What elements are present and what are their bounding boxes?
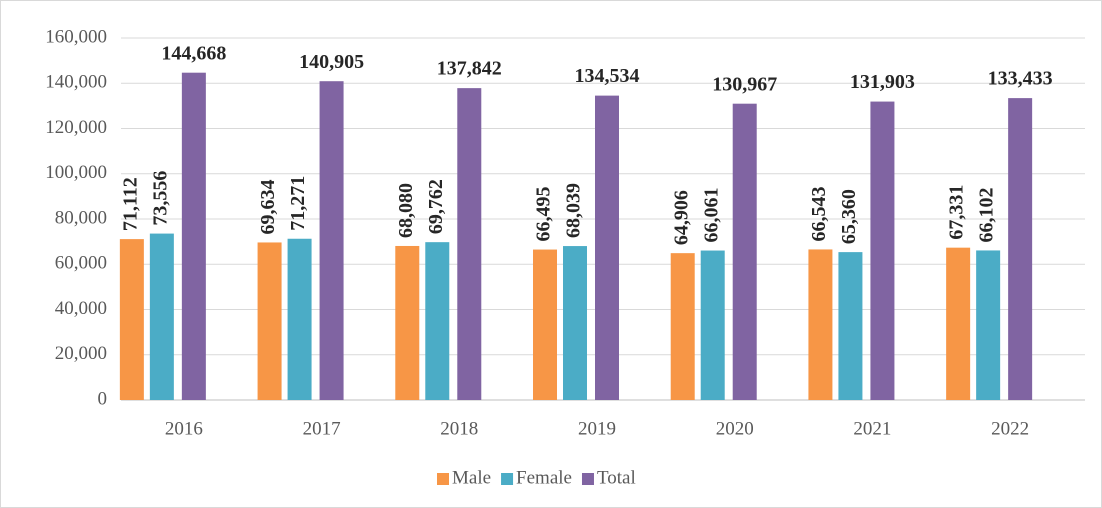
data-label: 66,543 — [808, 186, 830, 241]
y-tick-label: 20,000 — [55, 343, 107, 364]
bar — [257, 242, 282, 400]
x-tick-label: 2021 — [853, 418, 891, 439]
data-label: 144,668 — [161, 42, 226, 64]
bar — [395, 245, 420, 400]
y-tick-label: 40,000 — [55, 298, 107, 319]
data-label: 68,039 — [563, 183, 585, 238]
data-label: 137,842 — [437, 58, 502, 80]
y-tick-label: 140,000 — [45, 72, 107, 93]
y-tick-label: 0 — [98, 388, 108, 409]
bar — [946, 247, 971, 400]
bar — [670, 253, 695, 400]
data-label: 69,762 — [425, 179, 447, 234]
data-label: 67,331 — [946, 185, 968, 240]
bar — [595, 95, 619, 400]
data-label: 131,903 — [850, 71, 915, 93]
y-tick-label: 80,000 — [55, 207, 107, 228]
bar — [1008, 98, 1033, 400]
legend-label: Male — [452, 467, 491, 488]
bar — [700, 250, 725, 400]
bar — [563, 246, 587, 400]
legend-swatch — [437, 473, 449, 485]
data-label: 133,433 — [988, 68, 1053, 90]
bar — [732, 103, 757, 400]
bar — [976, 250, 1001, 400]
bar — [425, 242, 450, 400]
bar — [533, 249, 557, 400]
x-tick-label: 2022 — [991, 418, 1029, 439]
x-tick-label: 2020 — [716, 418, 754, 439]
bar — [181, 72, 206, 400]
y-tick-label: 100,000 — [45, 162, 107, 183]
bar — [870, 101, 895, 401]
data-label: 68,080 — [395, 183, 417, 238]
bar — [808, 249, 833, 400]
data-label: 130,967 — [712, 73, 777, 95]
x-tick-label: 2017 — [303, 418, 341, 439]
data-label: 73,556 — [149, 171, 171, 226]
x-tick-label: 2019 — [578, 418, 616, 439]
y-tick-label: 120,000 — [45, 117, 107, 138]
data-label: 64,906 — [670, 190, 692, 245]
bar — [838, 252, 863, 400]
y-tick-label: 60,000 — [55, 253, 107, 274]
data-label: 140,905 — [299, 51, 364, 73]
bar — [319, 81, 344, 400]
bar — [119, 239, 144, 400]
data-label: 69,634 — [257, 179, 279, 234]
bar — [149, 233, 174, 400]
data-label: 66,061 — [700, 188, 722, 243]
x-tick-label: 2018 — [440, 418, 478, 439]
y-tick-label: 160,000 — [45, 26, 107, 47]
data-label: 134,534 — [575, 65, 640, 87]
data-label: 66,495 — [533, 187, 555, 242]
bar — [457, 88, 482, 400]
data-label: 66,102 — [976, 187, 998, 242]
data-label: 71,271 — [287, 176, 309, 231]
data-label: 65,360 — [838, 189, 860, 244]
bar — [287, 238, 312, 400]
legend-swatch — [581, 473, 594, 485]
legend-label: Female — [516, 467, 572, 488]
x-tick-label: 2016 — [165, 418, 203, 439]
data-label: 71,112 — [119, 177, 141, 231]
legend-label: Total — [597, 467, 636, 488]
legend-swatch — [501, 473, 514, 485]
